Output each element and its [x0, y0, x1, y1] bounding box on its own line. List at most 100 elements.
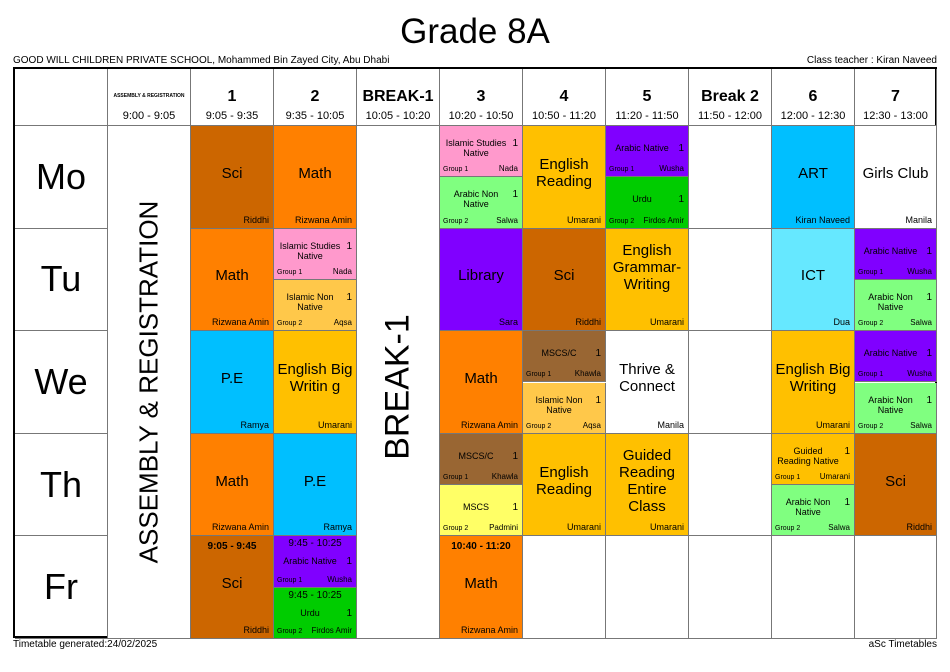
- lesson-subject: Urdu: [632, 194, 652, 205]
- lesson-cell[interactable]: 9:45 - 10:25 Urdu 1 Group 2 Firdos Amir: [274, 587, 357, 639]
- break-1-column: BREAK-1: [357, 126, 440, 639]
- lesson-teacher: Aqsa: [333, 318, 352, 328]
- lesson-subject: Sci: [221, 164, 243, 182]
- period-time: 10:50 - 11:20: [531, 110, 596, 122]
- lesson-count: 1: [595, 348, 601, 360]
- period-time: 10:20 - 10:50: [448, 110, 514, 122]
- lesson-cell[interactable]: Math Rizwana Amin: [440, 331, 523, 434]
- lesson-subject: Guided Reading Entire Class: [619, 447, 675, 516]
- lesson-group: Group 2: [277, 627, 303, 635]
- lesson-cell[interactable]: Arabic Non Native 1 Group 2 Salwa: [772, 485, 855, 537]
- lesson-time: 9:05 - 9:45: [207, 541, 257, 553]
- lesson-count: 1: [844, 445, 850, 457]
- corner-header: [15, 69, 108, 126]
- lesson-cell[interactable]: Arabic Native 1 Group 1 Wusha: [606, 126, 689, 178]
- lesson-cell[interactable]: Sci Riddhi: [191, 126, 274, 229]
- lesson-cell[interactable]: English Big Writin g Umarani: [274, 331, 357, 434]
- lesson-cell[interactable]: Arabic Non Native 1 Group 2 Salwa: [855, 279, 937, 332]
- lesson-cell[interactable]: Sci Riddhi: [855, 433, 937, 537]
- lesson-cell[interactable]: Arabic Native 1 Group 1 Wusha: [855, 331, 937, 383]
- lesson-teacher: Rizwana Amin: [211, 317, 269, 328]
- lesson-cell[interactable]: English Grammar-Writing Umarani: [606, 228, 689, 332]
- lesson-cell[interactable]: ART Kiran Naveed: [772, 126, 855, 229]
- lesson-cell[interactable]: Sci Riddhi: [523, 228, 606, 332]
- lesson-cell[interactable]: Islamic Studies Native 1 Group 1 Nada: [440, 126, 523, 178]
- lesson-cell[interactable]: P.E Ramya: [191, 331, 274, 434]
- lesson-cell[interactable]: Arabic Native 1 Group 1 Wusha: [855, 228, 937, 280]
- lesson-cell[interactable]: MSCS 1 Group 2 Padmini: [440, 485, 523, 537]
- period-header: 3 10:20 - 10:50: [440, 69, 523, 126]
- lesson-teacher: Salwa: [910, 420, 932, 430]
- lesson-cell[interactable]: Guided Reading Native 1 Group 1 Umarani: [772, 433, 855, 486]
- lesson-teacher: Nada: [332, 266, 352, 276]
- lesson-cell[interactable]: MSCS/C 1 Group 1 Khawla: [440, 433, 523, 486]
- lesson-subject: English Reading: [536, 464, 592, 499]
- lesson-count: 1: [926, 245, 932, 257]
- lesson-cell[interactable]: Math Rizwana Amin: [274, 126, 357, 229]
- lesson-teacher: Riddhi: [906, 522, 932, 533]
- lesson-teacher: Rizwana Amin: [460, 419, 518, 430]
- lesson-count: 1: [926, 394, 932, 406]
- lesson-subject: Sci: [553, 267, 575, 285]
- lesson-subject: English Grammar-Writing: [612, 241, 682, 293]
- lesson-teacher: Manila: [905, 214, 932, 225]
- class-teacher: Class teacher : Kiran Naveed: [806, 55, 937, 66]
- lesson-subject: English Big Writin g: [277, 361, 353, 396]
- lesson-cell[interactable]: English Reading Umarani: [523, 126, 606, 229]
- lesson-cell[interactable]: 9:45 - 10:25 Arabic Native 1 Group 1 Wusha: [274, 536, 357, 588]
- lesson-group: Group 1: [858, 268, 884, 276]
- lesson-time: 9:45 - 10:25: [288, 538, 342, 550]
- period-header: 1 9:05 - 9:35: [191, 69, 274, 126]
- lesson-group: Group 1: [443, 166, 469, 174]
- lesson-cell[interactable]: Girls Club Manila: [855, 126, 937, 229]
- lesson-count: 1: [926, 291, 932, 303]
- lesson-group: Group 2: [858, 422, 884, 430]
- lesson-cell[interactable]: English Big Writing Umarani: [772, 331, 855, 434]
- period-time: 11:20 - 11:50: [615, 110, 679, 122]
- lesson-subject: Islamic Studies Native: [279, 240, 341, 261]
- lesson-cell[interactable]: Urdu 1 Group 2 Firdos Amir: [606, 177, 689, 229]
- lesson-cell[interactable]: 9:05 - 9:45 Sci Riddhi: [191, 536, 274, 639]
- day-label: Th: [15, 433, 108, 537]
- lesson-count: 1: [346, 291, 352, 303]
- lesson-teacher: Umarani: [317, 419, 352, 430]
- lesson-cell[interactable]: Guided Reading Entire Class Umarani: [606, 433, 689, 537]
- lesson-cell[interactable]: Islamic Studies Native 1 Group 1 Nada: [274, 228, 357, 280]
- lesson-subject: English Reading: [536, 156, 592, 191]
- lesson-cell[interactable]: Thrive & Connect Manila: [606, 331, 689, 434]
- day-label: Tu: [15, 228, 108, 332]
- lesson-subject: Arabic Non Native: [868, 291, 913, 312]
- lesson-count: 1: [346, 556, 352, 568]
- lesson-teacher: Rizwana Amin: [294, 214, 352, 225]
- lesson-teacher: Manila: [657, 419, 684, 430]
- lesson-subject: Arabic Native: [863, 245, 918, 256]
- lesson-cell[interactable]: ICT Dua: [772, 228, 855, 332]
- lesson-group: Group 1: [609, 166, 635, 174]
- lesson-cell[interactable]: Arabic Non Native 1 Group 2 Salwa: [855, 382, 937, 434]
- lesson-cell[interactable]: 10:40 - 11:20 Math Rizwana Amin: [440, 536, 523, 639]
- lesson-cell[interactable]: MSCS/C 1 Group 1 Khawla: [523, 331, 606, 383]
- lesson-subject: Arabic Non Native: [785, 497, 831, 518]
- period-header: ASSEMBLY & REGISTRATION 9:00 - 9:05: [108, 69, 191, 126]
- lesson-subject: MSCS/C: [541, 348, 577, 359]
- lesson-cell[interactable]: Library Sara: [440, 228, 523, 332]
- period-header: BREAK-1 10:05 - 10:20: [357, 69, 440, 126]
- lesson-group: Group 2: [443, 525, 469, 533]
- lesson-group: Group 1: [277, 268, 303, 276]
- lesson-subject: Sci: [885, 472, 906, 490]
- lesson-teacher: Aqsa: [582, 420, 601, 430]
- lesson-cell[interactable]: Islamic Non Native 1 Group 2 Aqsa: [523, 382, 606, 434]
- lesson-cell[interactable]: English Reading Umarani: [523, 433, 606, 537]
- lesson-subject: Arabic Non Native: [868, 394, 913, 415]
- lesson-cell[interactable]: Math Rizwana Amin: [191, 228, 274, 332]
- empty-cell: [855, 536, 937, 639]
- lesson-cell[interactable]: P.E Ramya: [274, 433, 357, 537]
- lesson-count: 1: [844, 497, 850, 509]
- lesson-cell[interactable]: Math Rizwana Amin: [191, 433, 274, 537]
- lesson-subject: Islamic Studies Native: [445, 138, 507, 158]
- lesson-count: 1: [512, 450, 518, 462]
- lesson-cell[interactable]: Islamic Non Native 1 Group 2 Aqsa: [274, 279, 357, 332]
- lesson-cell[interactable]: Arabic Non Native 1 Group 2 Salwa: [440, 177, 523, 229]
- lesson-teacher: Riddhi: [243, 624, 269, 635]
- period-time: 9:35 - 10:05: [285, 110, 345, 122]
